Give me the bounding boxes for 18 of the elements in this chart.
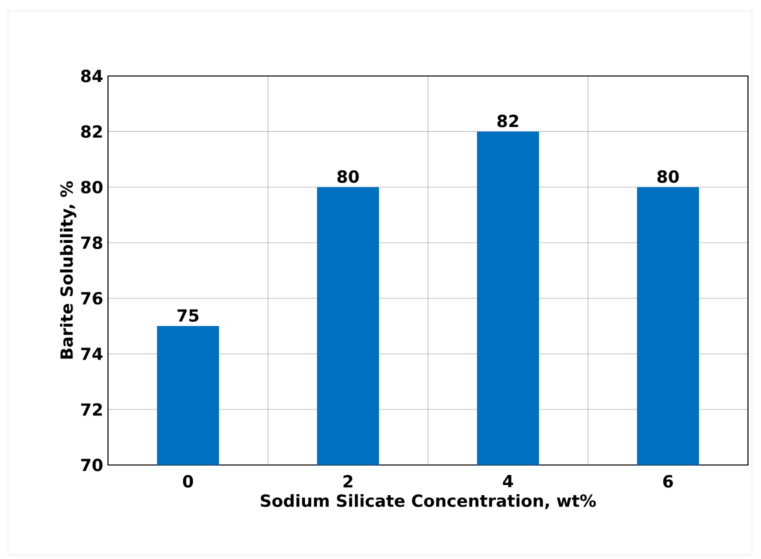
y-tick-label: 82 bbox=[81, 125, 102, 138]
y-tick-label: 78 bbox=[81, 236, 102, 249]
data-label: 82 bbox=[497, 114, 518, 128]
x-tick-label: 0 bbox=[183, 475, 193, 488]
data-label: 80 bbox=[337, 170, 359, 183]
y-tick-label: 84 bbox=[81, 70, 103, 82]
x-axis-title: Sodium Silicate Concentration, wt% bbox=[260, 494, 596, 510]
x-tick-label: 6 bbox=[663, 475, 673, 488]
y-tick-label: 72 bbox=[81, 403, 102, 416]
y-tick-label: 76 bbox=[81, 292, 102, 305]
y-tick-label: 70 bbox=[81, 458, 102, 472]
x-tick-label: 4 bbox=[502, 475, 514, 488]
y-tick-label: 80 bbox=[81, 180, 102, 194]
x-tick-label: 2 bbox=[344, 475, 352, 488]
data-label: 75 bbox=[178, 309, 198, 322]
y-axis-title: Barite Solubility, % bbox=[60, 181, 76, 359]
y-tick-label: 74 bbox=[81, 348, 103, 360]
data-label: 80 bbox=[657, 170, 679, 183]
